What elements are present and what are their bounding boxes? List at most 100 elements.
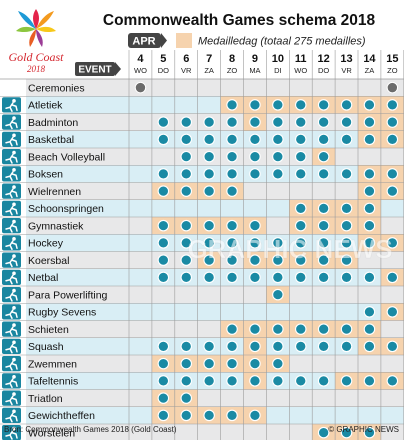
event-dot: [386, 306, 399, 318]
day-number-label: 12: [318, 53, 330, 65]
ceremony-dot: [134, 81, 147, 94]
event-dot: [157, 168, 170, 180]
event-dot: [294, 375, 307, 387]
row-stripe: [26, 337, 404, 355]
squash-icon: [2, 338, 21, 354]
event-dot: [180, 219, 193, 232]
event-dot: [249, 323, 261, 335]
event-dot: [203, 150, 215, 163]
lawn-bowls-icon: [2, 252, 21, 268]
event-dot: [272, 271, 284, 284]
event-dot: [272, 323, 284, 335]
day-weekday-label: WO: [294, 66, 307, 75]
legend: Medailledag (totaal 275 medailles): [176, 33, 366, 48]
event-label: Schoonspringen: [28, 203, 104, 215]
row-stripe: [26, 79, 404, 97]
event-dot: [317, 426, 330, 439]
event-dot: [340, 271, 353, 284]
event-dot: [317, 254, 330, 266]
event-dot: [386, 185, 399, 197]
event-dot: [180, 185, 193, 197]
icon-head: [12, 150, 16, 155]
logo-mark-icon: [16, 9, 56, 47]
event-label: Rugby Sevens: [28, 307, 96, 319]
event-dot: [180, 340, 193, 353]
legend-label: Medailledag (totaal 275 medailles): [198, 36, 366, 48]
event-dot: [386, 375, 399, 387]
event-dot: [317, 116, 330, 128]
day-weekday-label: DI: [274, 66, 282, 75]
weightlifting-icon: [2, 407, 21, 423]
day-weekday-label: ZO: [387, 66, 398, 75]
day-weekday-label: WO: [134, 66, 147, 75]
row-stripe: [26, 234, 404, 252]
day-headers: 4WO5DO6VR7ZA8ZO9MA10DI11WO12DO13VR14ZA15…: [134, 53, 398, 75]
event-dot: [340, 133, 353, 146]
icon-figure: [5, 136, 18, 147]
event-dot: [226, 409, 238, 422]
logo-text-line1: Gold Coast: [8, 50, 64, 64]
event-dot: [363, 168, 376, 180]
event-dot: [294, 323, 307, 335]
month-label: APR: [132, 36, 155, 48]
day-number-label: 11: [295, 53, 307, 65]
event-dot: [180, 168, 193, 180]
event-dot: [249, 168, 261, 180]
event-dot: [203, 357, 215, 370]
event-dot: [203, 409, 215, 422]
icon-figure: [5, 291, 18, 302]
event-dot: [203, 133, 215, 146]
event-dot: [294, 133, 307, 146]
event-dot: [180, 392, 193, 404]
event-dot: [317, 237, 330, 249]
event-dot: [203, 116, 215, 128]
event-dot: [249, 116, 261, 128]
event-dot: [272, 340, 284, 353]
event-dot: [317, 202, 330, 215]
event-dot: [386, 116, 399, 128]
icon-figure: [5, 395, 18, 406]
event-dot: [157, 357, 170, 370]
gymnastics-icon: [2, 218, 21, 234]
event-header-tag: EVENT: [75, 62, 121, 76]
event-label: Atletiek: [28, 100, 63, 112]
event-label: Ceremonies: [28, 82, 85, 94]
icon-figure: [5, 153, 18, 164]
powerlifting-icon: [2, 287, 21, 303]
day-weekday-label: ZA: [365, 66, 375, 75]
icon-head: [12, 219, 16, 224]
event-dot: [226, 340, 238, 353]
day-weekday-label: VR: [181, 66, 192, 75]
event-dot: [157, 375, 170, 387]
event-dot: [226, 323, 238, 335]
event-dot: [363, 306, 376, 318]
event-dot: [340, 426, 353, 439]
event-label: Koersbal: [28, 255, 69, 267]
event-dot: [272, 254, 284, 266]
event-label: Gewichtheffen: [28, 410, 95, 422]
event-dot: [272, 237, 284, 249]
event-dot: [294, 168, 307, 180]
event-dot: [249, 99, 261, 111]
event-dot: [340, 219, 353, 232]
event-dot: [317, 323, 330, 335]
event-dot: [180, 409, 193, 422]
month-tag: APR: [128, 33, 167, 48]
event-dot: [157, 116, 170, 128]
icon-figure: [5, 429, 18, 440]
event-dot: [272, 99, 284, 111]
hockey-icon: [2, 235, 21, 251]
event-dot: [157, 219, 170, 232]
event-dot: [249, 375, 261, 387]
event-label: Tafeltennis: [28, 376, 78, 388]
event-dot: [363, 219, 376, 232]
event-label: Badminton: [28, 117, 78, 129]
event-dot: [317, 219, 330, 232]
event-dot: [180, 150, 193, 163]
event-label: Para Powerlifting: [28, 289, 108, 301]
event-dot: [180, 133, 193, 146]
event-dot: [272, 168, 284, 180]
event-dot: [203, 168, 215, 180]
event-dot: [294, 219, 307, 232]
